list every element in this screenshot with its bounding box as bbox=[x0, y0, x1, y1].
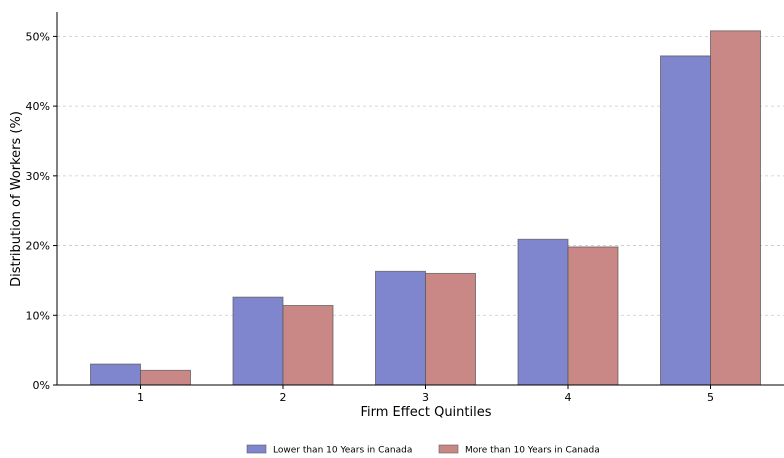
y-tick-label: 50% bbox=[26, 30, 50, 43]
bar-series-2-cat-3 bbox=[425, 272, 476, 386]
x-tick-label: 2 bbox=[280, 391, 287, 404]
bar-series-1-cat-2 bbox=[232, 296, 284, 386]
bar-series-2-cat-1 bbox=[140, 369, 191, 386]
x-tick-label: 1 bbox=[137, 391, 144, 404]
y-tick-label: 30% bbox=[26, 170, 50, 183]
x-ticks: 1 2 3 4 5 bbox=[137, 385, 714, 404]
y-axis-label: Distribution of Workers (%) bbox=[9, 111, 24, 287]
bar-series-2-cat-2 bbox=[282, 305, 334, 386]
x-axis-label: Firm Effect Quintiles bbox=[360, 405, 491, 420]
y-tick-label: 0% bbox=[33, 379, 50, 392]
bar-series-1-cat-1 bbox=[90, 363, 141, 386]
y-tick-label: 10% bbox=[26, 309, 50, 322]
axes bbox=[56, 12, 784, 386]
y-tick-label: 40% bbox=[26, 100, 50, 113]
bar-series-1-cat-4 bbox=[517, 238, 569, 386]
legend-label-series-1: Lower than 10 Years in Canada bbox=[273, 446, 412, 456]
y-ticks: 0% 10% 20% 30% 40% 50% bbox=[26, 30, 57, 392]
y-tick-label: 20% bbox=[26, 240, 50, 253]
gridlines bbox=[57, 36, 784, 316]
bar-series-1-cat-5 bbox=[660, 55, 711, 386]
legend-swatch-series-1 bbox=[246, 444, 267, 454]
bar-series-1-cat-3 bbox=[375, 270, 426, 386]
x-tick-label: 5 bbox=[707, 391, 714, 404]
bars bbox=[90, 30, 761, 386]
x-tick-label: 4 bbox=[565, 391, 572, 404]
legend-label-series-2: More than 10 Years in Canada bbox=[465, 446, 600, 456]
legend: Lower than 10 Years in Canada More than 1… bbox=[246, 444, 600, 456]
legend-swatch-series-2 bbox=[438, 444, 459, 454]
x-tick-label: 3 bbox=[422, 391, 429, 404]
bar-series-2-cat-4 bbox=[567, 246, 619, 386]
bar-series-2-cat-5 bbox=[710, 30, 761, 386]
